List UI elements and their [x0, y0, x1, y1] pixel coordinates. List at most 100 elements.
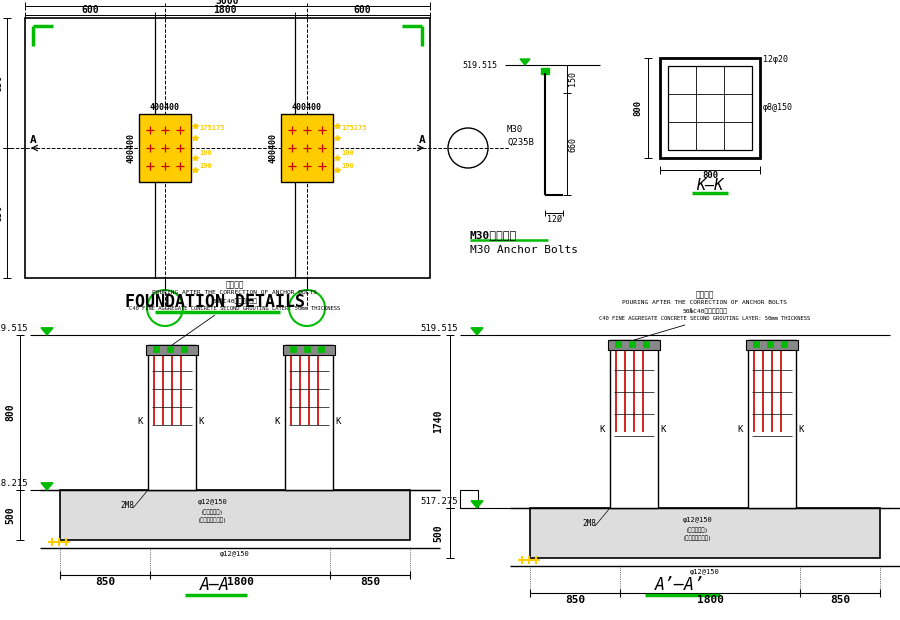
Text: K: K [198, 417, 203, 427]
Polygon shape [471, 328, 483, 335]
Bar [146, 345, 198, 355]
Text: 50№C40细骨料混凝土: 50№C40细骨料混凝土 [682, 308, 727, 314]
Text: 二次灌浆: 二次灌浆 [226, 280, 244, 290]
Text: 850: 850 [94, 577, 115, 587]
Bar [25, 18, 430, 278]
Bar [60, 490, 410, 540]
Text: 500: 500 [5, 506, 15, 524]
Bar [608, 340, 660, 350]
Text: A: A [30, 135, 36, 145]
Text: φ12@150: φ12@150 [690, 569, 720, 575]
Text: 175175: 175175 [341, 125, 366, 131]
Text: K: K [336, 417, 341, 427]
Text: 850: 850 [565, 595, 585, 605]
Polygon shape [471, 501, 483, 508]
Text: 400400: 400400 [127, 133, 136, 163]
Bar [541, 68, 549, 74]
Bar [615, 341, 621, 347]
Text: 100: 100 [341, 150, 354, 156]
Text: 100: 100 [199, 150, 212, 156]
Text: M30: M30 [507, 125, 523, 135]
Text: 800: 800 [5, 404, 15, 422]
Text: 400400: 400400 [268, 133, 277, 163]
Text: 517.275: 517.275 [420, 497, 458, 506]
Bar [748, 340, 796, 508]
Text: 150: 150 [569, 71, 578, 87]
Text: 800: 800 [702, 170, 718, 180]
Text: 400400: 400400 [292, 104, 322, 112]
Bar [753, 341, 759, 347]
Text: 600: 600 [81, 5, 99, 15]
Text: φ12@150: φ12@150 [682, 517, 713, 523]
Text: 3000: 3000 [216, 0, 239, 6]
Bar [281, 114, 333, 182]
Text: C40 FINE AGGREGATE CONCRETE SECOND GROUTING LAYER: 50mm THICKNESS: C40 FINE AGGREGATE CONCRETE SECOND GROUT… [599, 316, 811, 322]
Text: 2M8: 2M8 [582, 518, 596, 528]
Bar [460, 490, 478, 508]
Text: K: K [599, 425, 605, 433]
Text: 519.515: 519.515 [420, 324, 458, 333]
Polygon shape [41, 328, 53, 335]
Text: 190: 190 [199, 163, 212, 169]
Text: 600: 600 [354, 5, 372, 15]
Bar [746, 340, 798, 350]
Bar [781, 341, 787, 347]
Text: C40 FINE AGGREGATE CONCRETE SECOND GROUTING LAYER: 50mm THICKNESS: C40 FINE AGGREGATE CONCRETE SECOND GROUT… [130, 306, 340, 311]
Text: 1740: 1740 [433, 410, 443, 433]
Bar [148, 345, 196, 490]
Bar [181, 346, 187, 352]
Text: (连接到地面中心): (连接到地面中心) [198, 517, 227, 523]
Text: K: K [737, 425, 742, 433]
Bar [530, 508, 880, 558]
Text: 1800: 1800 [213, 5, 237, 15]
Text: (请测量设定): (请测量设定) [686, 527, 709, 533]
Text: K: K [661, 425, 666, 433]
Text: K–K: K–K [697, 179, 724, 193]
Text: 400400: 400400 [150, 104, 180, 112]
Text: A: A [418, 135, 426, 145]
Bar [767, 341, 773, 347]
Text: K: K [138, 417, 143, 427]
Text: 660: 660 [569, 136, 578, 151]
Text: 1800: 1800 [697, 595, 724, 605]
Text: K: K [274, 417, 280, 427]
Text: 800: 800 [634, 100, 643, 116]
Bar [610, 340, 658, 508]
Text: 2M8: 2M8 [120, 500, 134, 510]
Text: (请测量设定): (请测量设定) [201, 509, 224, 515]
Bar [668, 66, 752, 150]
Polygon shape [41, 483, 53, 490]
Text: POURING AFTER THE CORRECTION OF ANCHOR BOLTS: POURING AFTER THE CORRECTION OF ANCHOR B… [623, 301, 788, 306]
Text: POURING AFTER THE CORRECTION OF ANCHOR BOLTS: POURING AFTER THE CORRECTION OF ANCHOR B… [152, 291, 318, 296]
Text: FOUNDATION DETAILS: FOUNDATION DETAILS [125, 293, 305, 311]
Text: 1800: 1800 [227, 577, 254, 587]
Bar [285, 345, 333, 490]
Bar [283, 345, 335, 355]
Polygon shape [520, 59, 530, 65]
Text: 650: 650 [0, 204, 3, 222]
Text: 50№C40细骨料混凝土: 50№C40细骨料混凝土 [212, 298, 257, 304]
Text: 519.515: 519.515 [0, 324, 28, 333]
Bar [167, 346, 173, 352]
Text: M30柱脚螺栓: M30柱脚螺栓 [470, 230, 518, 240]
Text: Q235B: Q235B [507, 138, 534, 146]
Text: 650: 650 [0, 74, 3, 92]
Text: A–A: A–A [200, 576, 230, 594]
Text: 12Ø: 12Ø [546, 215, 562, 223]
Text: 850: 850 [360, 577, 380, 587]
Bar [629, 341, 635, 347]
Bar [290, 346, 296, 352]
Text: 二次灌浆: 二次灌浆 [696, 291, 715, 299]
Text: 500: 500 [433, 524, 443, 542]
Bar [660, 58, 760, 158]
Bar [153, 346, 159, 352]
Text: M30 Anchor Bolts: M30 Anchor Bolts [470, 245, 578, 255]
Text: 518.215: 518.215 [0, 479, 28, 488]
Text: 190: 190 [341, 163, 354, 169]
Text: 12φ20: 12φ20 [763, 56, 788, 64]
Text: 175175: 175175 [199, 125, 224, 131]
Text: (连接到地面中心): (连接到地面中心) [683, 535, 712, 541]
Text: φ12@150: φ12@150 [198, 499, 228, 505]
Text: φ12@150: φ12@150 [220, 551, 250, 557]
Bar [643, 341, 649, 347]
